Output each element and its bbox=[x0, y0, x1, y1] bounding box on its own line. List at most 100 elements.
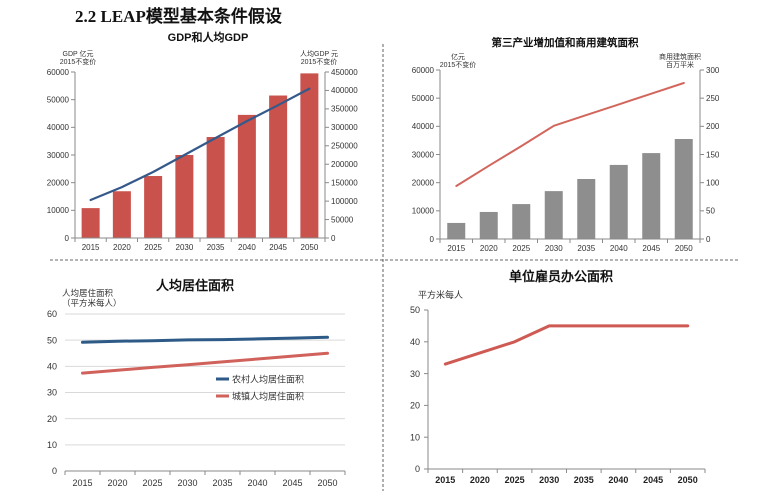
bar bbox=[642, 153, 661, 239]
y-tick-label: 60000 bbox=[412, 66, 435, 75]
y2-axis-subtitle: 百万平米 bbox=[666, 60, 694, 69]
chart-title: GDP和人均GDP bbox=[168, 30, 249, 44]
series-line bbox=[81, 335, 329, 344]
x-tick-label: 2035 bbox=[574, 475, 594, 485]
x-tick-label: 2015 bbox=[447, 244, 465, 253]
x-tick-label: 2050 bbox=[678, 475, 698, 485]
y2-tick-label: 0 bbox=[706, 235, 711, 244]
y-tick-label: 40 bbox=[47, 362, 57, 372]
y-tick-label: 20 bbox=[410, 401, 420, 411]
bar bbox=[175, 155, 194, 238]
x-tick-label: 2030 bbox=[545, 244, 563, 253]
y-axis-title: 亿元 bbox=[451, 52, 465, 61]
x-tick-label: 2050 bbox=[675, 244, 693, 253]
y-tick-label: 50 bbox=[410, 305, 420, 315]
bar bbox=[609, 164, 628, 239]
y2-axis-subtitle: 2015不变价 bbox=[301, 57, 338, 66]
y2-tick-label: 200 bbox=[706, 122, 720, 131]
x-tick-label: 2040 bbox=[247, 478, 267, 488]
x-tick-label: 2015 bbox=[72, 478, 92, 488]
bar bbox=[269, 95, 288, 239]
x-tick-label: 2015 bbox=[435, 475, 455, 485]
bar bbox=[112, 191, 131, 238]
y-tick-label: 30000 bbox=[412, 150, 435, 159]
legend-label: 城镇人均居住面积 bbox=[232, 391, 304, 402]
y2-tick-label: 350000 bbox=[331, 105, 358, 114]
bar bbox=[144, 176, 163, 238]
y2-axis-title: 人均GDP 元 bbox=[300, 49, 338, 58]
x-tick-label: 2020 bbox=[113, 243, 131, 252]
y2-tick-label: 200000 bbox=[331, 160, 358, 169]
y-tick-label: 10 bbox=[47, 440, 57, 450]
x-tick-label: 2050 bbox=[317, 478, 337, 488]
chart-title: 人均居住面积 bbox=[156, 278, 234, 293]
series-line bbox=[81, 351, 329, 375]
y-tick-label: 0 bbox=[52, 466, 57, 476]
y2-tick-label: 300000 bbox=[331, 123, 358, 132]
y-axis-subtitle: （平方米每人） bbox=[62, 298, 122, 308]
y-tick-label: 50 bbox=[47, 335, 57, 345]
tertiary-industry-chart: 第三产业增加值和商用建筑面积 亿元 2015不变价 商用建筑面积 百万平米 0 1… bbox=[412, 36, 720, 253]
bar bbox=[512, 204, 531, 239]
x-tick-label: 2040 bbox=[610, 244, 628, 253]
x-tick-label: 2035 bbox=[212, 478, 232, 488]
y2-tick-label: 50 bbox=[706, 207, 715, 216]
bar bbox=[447, 222, 466, 239]
x-tick-label: 2040 bbox=[238, 243, 256, 252]
series-line bbox=[443, 324, 690, 366]
y-tick-label: 30000 bbox=[47, 151, 70, 160]
y-tick-label: 0 bbox=[65, 234, 70, 243]
y-axis-title: GDP 亿元 bbox=[63, 49, 94, 58]
y-tick-label: 30 bbox=[410, 369, 420, 379]
y2-axis-title: 商用建筑面积 bbox=[659, 52, 701, 61]
y-tick-label: 20 bbox=[47, 414, 57, 424]
y-tick-label: 10000 bbox=[47, 206, 70, 215]
y-tick-label: 20000 bbox=[412, 179, 435, 188]
x-tick-label: 2030 bbox=[539, 475, 559, 485]
x-tick-label: 2020 bbox=[480, 244, 498, 253]
y-tick-label: 0 bbox=[430, 235, 435, 244]
y2-tick-label: 450000 bbox=[331, 68, 358, 77]
y-tick-label: 0 bbox=[415, 464, 420, 474]
y2-tick-label: 400000 bbox=[331, 86, 358, 95]
x-tick-label: 2025 bbox=[512, 244, 530, 253]
y-tick-label: 40 bbox=[410, 337, 420, 347]
bar bbox=[577, 179, 596, 239]
y-axis-title: 平方米每人 bbox=[418, 289, 463, 300]
bar bbox=[479, 211, 498, 239]
bar bbox=[81, 208, 100, 238]
x-tick-label: 2020 bbox=[107, 478, 127, 488]
gdp-chart: GDP和人均GDP GDP 亿元 2015不变价 人均GDP 元 2015不变价… bbox=[47, 30, 358, 252]
y2-tick-label: 250 bbox=[706, 94, 720, 103]
x-tick-label: 2040 bbox=[608, 475, 628, 485]
y-tick-label: 20000 bbox=[47, 179, 70, 188]
x-tick-label: 2050 bbox=[301, 243, 319, 252]
bar bbox=[206, 137, 225, 238]
x-tick-label: 2025 bbox=[144, 243, 162, 252]
y-tick-label: 30 bbox=[47, 388, 57, 398]
y-tick-label: 50000 bbox=[47, 96, 70, 105]
chart-title: 第三产业增加值和商用建筑面积 bbox=[492, 36, 639, 49]
x-tick-label: 2025 bbox=[505, 475, 525, 485]
chart-title: 单位雇员办公面积 bbox=[509, 269, 613, 284]
x-tick-label: 2020 bbox=[470, 475, 490, 485]
y2-tick-label: 150 bbox=[706, 150, 720, 159]
x-tick-label: 2030 bbox=[176, 243, 194, 252]
y2-tick-label: 50000 bbox=[331, 215, 354, 224]
y-tick-label: 60000 bbox=[47, 68, 70, 77]
bar bbox=[300, 73, 319, 238]
slide-title: 2.2 LEAP模型基本条件假设 bbox=[75, 7, 282, 26]
x-tick-label: 2035 bbox=[577, 244, 595, 253]
x-tick-label: 2045 bbox=[642, 244, 660, 253]
y-axis-title: 人均居住面积 bbox=[62, 288, 114, 298]
y-axis-subtitle: 2015不变价 bbox=[440, 60, 477, 69]
y2-tick-label: 100 bbox=[706, 179, 720, 188]
y-tick-label: 10000 bbox=[412, 207, 435, 216]
bar bbox=[544, 191, 563, 239]
x-tick-label: 2025 bbox=[142, 478, 162, 488]
y-axis-subtitle: 2015不变价 bbox=[60, 57, 97, 66]
bar bbox=[674, 139, 693, 239]
